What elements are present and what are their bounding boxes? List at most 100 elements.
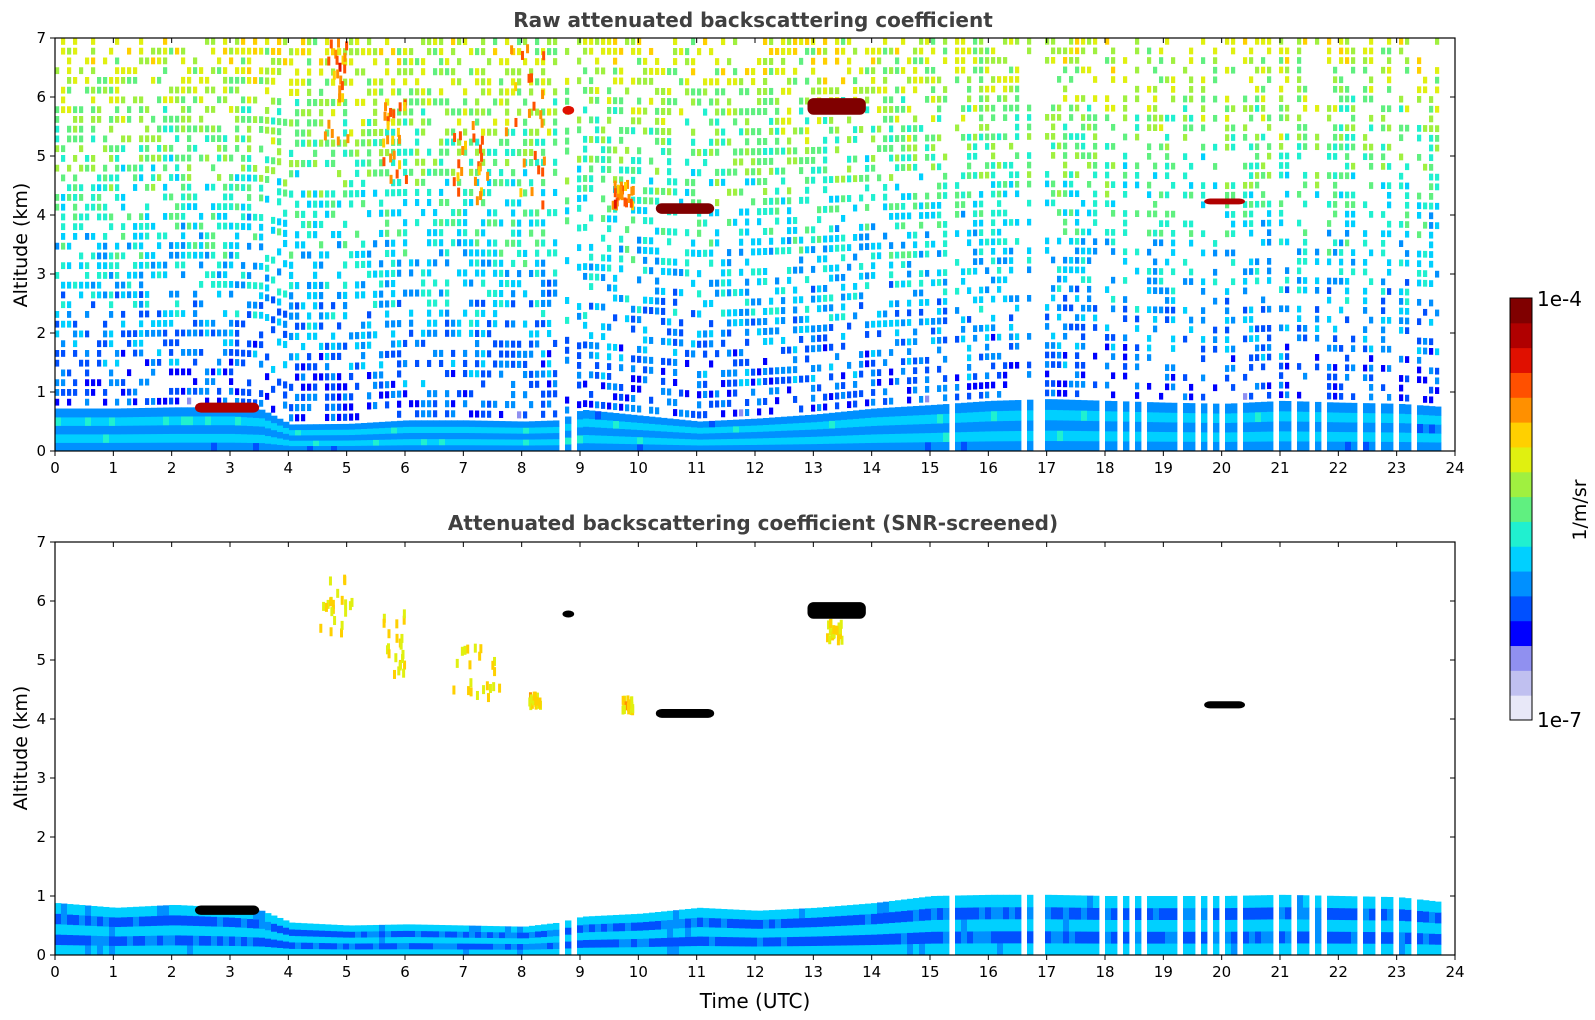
- backscatter-cell: [73, 281, 78, 289]
- backscatter-cell: [631, 385, 636, 393]
- backscatter-cell: [853, 283, 858, 290]
- backscatter-cell: [931, 163, 936, 171]
- backscatter-cell: [139, 213, 144, 221]
- backscatter-cell: [1297, 305, 1302, 313]
- backscatter-cell: [1123, 57, 1128, 64]
- raw-backscatter-panel: Raw attenuated backscattering coefficien…: [10, 8, 1465, 477]
- backscatter-cell: [367, 159, 372, 167]
- backscatter-cell: [553, 420, 560, 427]
- backscatter-cell: [181, 106, 186, 113]
- backscatter-cell: [397, 88, 402, 96]
- backscatter-cell: [391, 249, 396, 257]
- backscatter-cell: [781, 87, 786, 95]
- backscatter-cell: [649, 187, 654, 195]
- backscatter-cell: [259, 174, 264, 182]
- backscatter-cell: [1249, 325, 1254, 333]
- backscatter-cell: [241, 223, 246, 230]
- backscatter-cell: [1087, 104, 1092, 112]
- backscatter-cell: [547, 48, 552, 56]
- backscatter-cell: [715, 400, 720, 408]
- backscatter-cell: [235, 242, 240, 250]
- backscatter-cell: [1081, 95, 1086, 102]
- backscatter-cell: [565, 346, 570, 354]
- backscatter-cell: [787, 366, 792, 374]
- backscatter-cell: [133, 398, 138, 406]
- backscatter-cell: [631, 77, 636, 85]
- backscatter-cell: [199, 442, 206, 452]
- backscatter-cell: [169, 242, 174, 249]
- backscatter-cell: [1285, 238, 1290, 246]
- backscatter-cell: [289, 170, 294, 178]
- backscatter-cell: [73, 125, 78, 133]
- backscatter-cell: [895, 183, 900, 191]
- backscatter-cell: [277, 48, 282, 56]
- backscatter-cell: [1243, 431, 1250, 442]
- backscatter-cell: [79, 116, 84, 123]
- backscatter-cell: [691, 138, 696, 146]
- backscatter-cell: [1297, 85, 1302, 93]
- backscatter-cell: [1015, 104, 1020, 112]
- backscatter-cell: [271, 405, 276, 413]
- backscatter-cell: [475, 426, 482, 434]
- backscatter-cell: [205, 433, 212, 443]
- backscatter-cell: [79, 135, 84, 143]
- backscatter-cell: [229, 416, 236, 426]
- backscatter-cell: [1063, 266, 1068, 274]
- backscatter-cell: [1231, 345, 1236, 353]
- backscatter-cell: [469, 158, 474, 166]
- backscatter-cell: [121, 379, 126, 386]
- backscatter-cell: [889, 144, 894, 152]
- backscatter-cell: [847, 361, 852, 369]
- backscatter-cell: [295, 160, 300, 168]
- backscatter-cell: [205, 271, 210, 279]
- backscatter-cell: [163, 416, 170, 426]
- backscatter-cell: [1105, 400, 1112, 412]
- backscatter-cell: [349, 372, 354, 381]
- backscatter-cell: [361, 159, 366, 167]
- backscatter-cell: [1003, 76, 1008, 83]
- backscatter-cell: [943, 278, 948, 286]
- backscatter-cell: [607, 443, 614, 452]
- backscatter-cell: [733, 369, 738, 377]
- backscatter-cell: [1285, 391, 1290, 399]
- backscatter-cell: [283, 189, 288, 197]
- backscatter-cell: [283, 330, 288, 338]
- backscatter-cell: [553, 432, 560, 440]
- backscatter-cell: [1147, 191, 1152, 199]
- backscatter-cell: [1123, 133, 1128, 141]
- backscatter-cell: [637, 443, 644, 452]
- backscatter-cell: [775, 217, 780, 225]
- backscatter-cell: [247, 425, 254, 435]
- backscatter-cell: [421, 410, 426, 418]
- backscatter-cell: [973, 219, 978, 227]
- backscatter-cell: [673, 268, 678, 276]
- backscatter-cell: [655, 307, 660, 315]
- backscatter-cell: [649, 356, 654, 364]
- backscatter-cell: [217, 416, 224, 426]
- backscatter-cell: [295, 373, 300, 381]
- backscatter-cell: [295, 282, 300, 290]
- backscatter-cell: [577, 57, 582, 65]
- backscatter-cell: [637, 97, 642, 105]
- backscatter-cell: [199, 251, 204, 259]
- backscatter-cell: [325, 78, 330, 86]
- backscatter-cell: [433, 68, 438, 76]
- backscatter-cell: [589, 96, 594, 104]
- backscatter-cell: [697, 340, 702, 348]
- backscatter-cell: [925, 423, 932, 434]
- backscatter-cell: [787, 197, 792, 205]
- backscatter-cell: [145, 359, 150, 367]
- backscatter-cell: [907, 134, 912, 142]
- backscatter-cell: [175, 310, 180, 317]
- backscatter-cell: [1051, 199, 1056, 207]
- backscatter-cell: [1087, 181, 1092, 188]
- backscatter-cell: [325, 445, 332, 452]
- backscatter-cell: [1189, 403, 1196, 414]
- backscatter-cell: [259, 145, 264, 153]
- backscatter-cell: [217, 442, 224, 452]
- backscatter-cell: [1153, 306, 1158, 314]
- backscatter-cell: [1135, 85, 1140, 93]
- backscatter-cell: [853, 253, 858, 261]
- backscatter-cell: [457, 420, 464, 427]
- backscatter-cell: [955, 383, 960, 391]
